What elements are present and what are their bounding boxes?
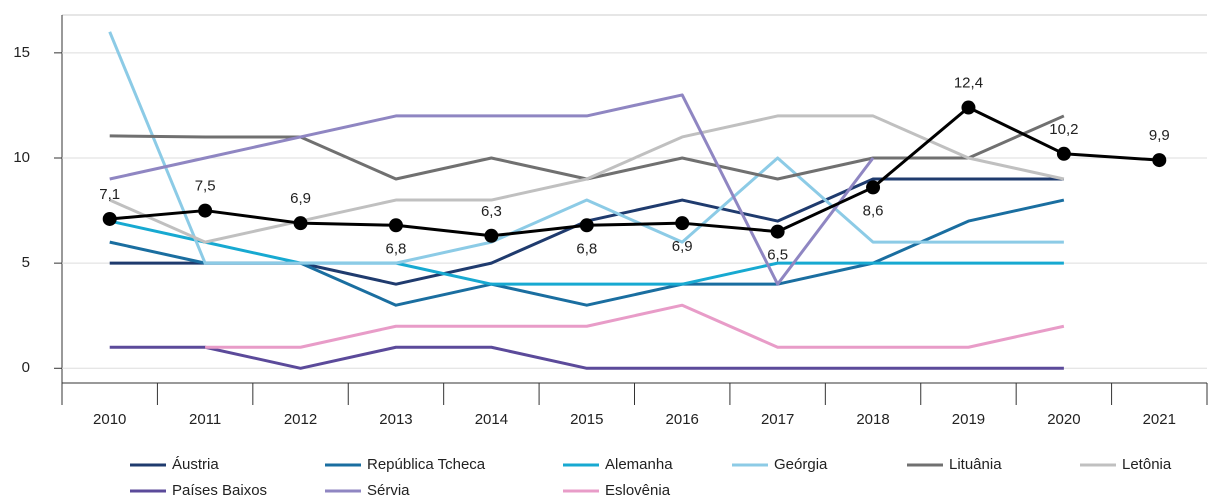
data-label: 7,5 <box>195 178 216 195</box>
point <box>770 224 785 239</box>
legend-label: República Tcheca <box>367 456 486 473</box>
legend-label: Eslovênia <box>605 482 671 499</box>
series-line <box>109 114 1065 244</box>
data-label: 6,8 <box>386 240 407 257</box>
x-tick-label: 2015 <box>570 411 603 428</box>
legend-label: Sérvia <box>367 482 410 499</box>
point <box>1152 153 1167 168</box>
series-line <box>109 93 875 286</box>
x-tick-label: 2011 <box>189 411 221 428</box>
point <box>484 228 499 243</box>
data-label: 6,9 <box>290 190 311 207</box>
point <box>102 211 117 226</box>
x-tick-label: 2019 <box>952 411 985 428</box>
data-label: 12,4 <box>954 74 983 91</box>
point <box>961 100 976 115</box>
x-tick-label: 2021 <box>1143 411 1176 428</box>
point <box>866 180 881 195</box>
x-tick-label: 2014 <box>475 411 508 428</box>
legend-label: Geórgia <box>774 456 828 473</box>
legend-label: Países Baixos <box>172 482 267 499</box>
data-label: 6,5 <box>767 247 788 264</box>
point <box>293 216 308 231</box>
legend-label: Alemanha <box>605 456 673 473</box>
point <box>675 216 690 231</box>
point <box>198 203 213 218</box>
data-label: 6,3 <box>481 203 502 220</box>
data-label: 6,8 <box>576 240 597 257</box>
y-tick-label: 5 <box>22 254 30 271</box>
point <box>388 218 403 233</box>
y-tick-label: 15 <box>13 44 30 61</box>
x-tick-label: 2013 <box>379 411 412 428</box>
y-tick-label: 0 <box>22 359 30 376</box>
data-label: 7,1 <box>99 186 120 203</box>
data-label: 9,9 <box>1149 127 1170 144</box>
point <box>579 218 594 233</box>
data-label: 10,2 <box>1049 121 1078 138</box>
x-tick-label: 2010 <box>93 411 126 428</box>
data-label: 6,9 <box>672 238 693 255</box>
series-line <box>109 345 1064 370</box>
legend-label: Letônia <box>1122 456 1172 473</box>
series-line <box>109 106 1160 238</box>
x-tick-label: 2016 <box>666 411 699 428</box>
legend-label: Lituânia <box>949 456 1002 473</box>
x-tick-label: 2018 <box>856 411 889 428</box>
point <box>1056 146 1071 161</box>
x-tick-label: 2017 <box>761 411 794 428</box>
legend-label: Áustria <box>172 456 219 473</box>
y-tick-label: 10 <box>13 149 30 166</box>
x-tick-label: 2012 <box>284 411 317 428</box>
series-line <box>108 31 1064 265</box>
data-label: 8,6 <box>863 202 884 219</box>
series-line <box>205 303 1065 349</box>
x-tick-label: 2020 <box>1047 411 1080 428</box>
series-line <box>109 219 1064 286</box>
